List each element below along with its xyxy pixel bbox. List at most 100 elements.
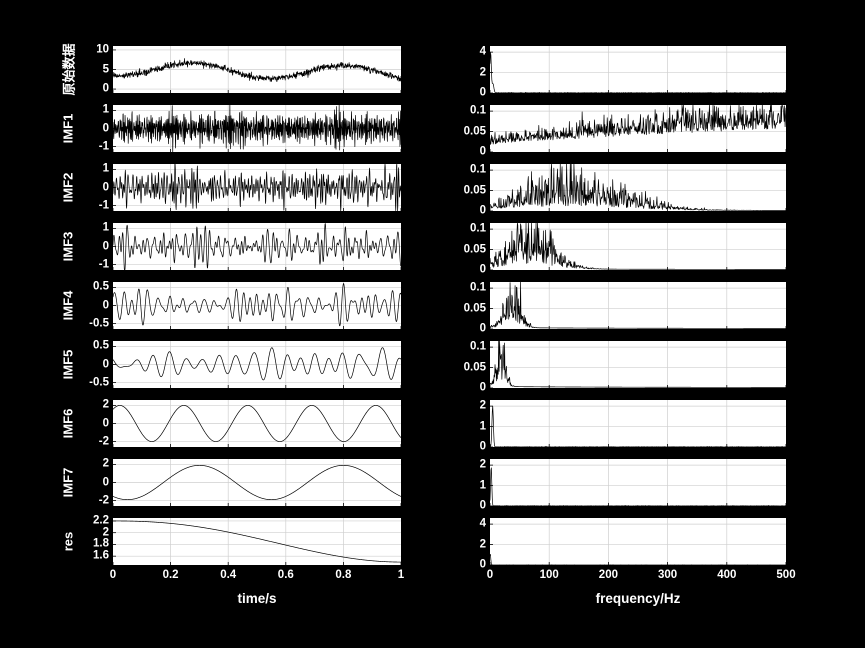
spectrum-plot-canvas (490, 459, 786, 506)
time-trace (113, 405, 401, 442)
time-y-tick-label: 0 (102, 298, 109, 311)
spectrum-y-tick-label: 4 (479, 517, 486, 530)
spectrum-plot-canvas (490, 518, 786, 565)
time-plot-row-2 (113, 105, 401, 152)
spectrum-y-tick-label: 0.05 (463, 124, 486, 137)
frequency-x-tick-label: 100 (539, 569, 559, 581)
time-trace (113, 164, 401, 211)
spectrum-y-tick-label: 0 (479, 145, 486, 158)
time-y-tick-label: 2 (102, 457, 109, 470)
time-plot-row-4 (113, 223, 401, 270)
time-plot-row-1 (113, 46, 401, 93)
time-plot-canvas (113, 105, 401, 152)
spectrum-plot-canvas (490, 164, 786, 211)
time-plot-canvas (113, 459, 401, 506)
spectrum-plot-canvas (490, 223, 786, 270)
time-x-tick-label: 0 (109, 569, 117, 581)
time-plot-canvas (113, 400, 401, 447)
time-y-tick-label: 2 (102, 525, 109, 538)
spectrum-plot-row-2 (490, 105, 786, 152)
spectrum-y-tick-label: 0.1 (470, 104, 486, 117)
spectrum-plot-row-3 (490, 164, 786, 211)
spectrum-trace (490, 105, 786, 145)
time-y-tick-label: 5 (102, 62, 109, 75)
time-y-tick-label: 0 (102, 239, 109, 252)
spectrum-y-tick-label: 2 (479, 537, 486, 550)
time-trace (113, 464, 401, 501)
time-x-tick-label: 1 (397, 569, 405, 581)
spectrum-y-tick-label: 0 (479, 86, 486, 99)
spectrum-trace (490, 164, 786, 211)
time-y-tick-label: 1.8 (93, 537, 109, 550)
time-plot-canvas (113, 164, 401, 211)
spectrum-plot-row-8 (490, 459, 786, 506)
spectrum-plot-row-7 (490, 400, 786, 447)
spectrum-plot-canvas (490, 46, 786, 93)
spectrum-y-tick-label: 0.05 (463, 242, 486, 255)
time-plot-canvas (113, 518, 401, 565)
frequency-x-tick-label: 300 (658, 569, 678, 581)
spectrum-y-tick-label: 0.1 (470, 340, 486, 353)
spectrum-plot-row-4 (490, 223, 786, 270)
spectrum-y-tick-label: 0.1 (470, 163, 486, 176)
spectrum-y-tick-label: 0 (479, 204, 486, 217)
time-plot-canvas (113, 282, 401, 329)
time-x-tick-label: 0.6 (277, 569, 294, 581)
time-x-tick-label: 0.4 (220, 569, 237, 581)
frequency-x-tick-label: 500 (776, 569, 796, 581)
spectrum-y-tick-label: 0.05 (463, 360, 486, 373)
time-y-tick-label: 2 (102, 398, 109, 411)
time-plot-row-6 (113, 341, 401, 388)
time-axis-label: time/s (237, 591, 277, 606)
spectrum-plot-canvas (490, 341, 786, 388)
frequency-x-tick-label: 400 (717, 569, 737, 581)
spectrum-y-tick-label: 0.1 (470, 222, 486, 235)
spectrum-y-tick-label: 0 (479, 558, 486, 571)
time-trace (113, 223, 401, 270)
spectrum-y-tick-label: 0 (479, 263, 486, 276)
spectrum-plot-canvas (490, 400, 786, 447)
spectrum-trace (490, 223, 786, 270)
spectrum-trace (490, 467, 786, 506)
time-y-tick-label: -1 (98, 257, 109, 270)
time-y-tick-label: -2 (98, 434, 109, 447)
time-y-tick-label: 0 (102, 82, 109, 95)
time-trace (113, 347, 401, 381)
time-y-tick-label: 0 (102, 475, 109, 488)
frequency-x-tick-label: 200 (598, 569, 618, 581)
spectrum-y-tick-label: 0 (479, 499, 486, 512)
spectrum-y-tick-label: 0 (479, 322, 486, 335)
time-plot-row-8 (113, 459, 401, 506)
time-plot-row-7 (113, 400, 401, 447)
time-plot-row-3 (113, 164, 401, 211)
time-y-tick-label: -0.5 (89, 316, 109, 329)
spectrum-plot-canvas (490, 282, 786, 329)
time-y-tick-label: 0 (102, 180, 109, 193)
time-y-tick-label: 0 (102, 416, 109, 429)
spectrum-trace (490, 405, 786, 447)
time-trace (113, 283, 401, 327)
frequency-x-tick-label: 0 (486, 569, 494, 581)
time-y-tick-label: -1 (98, 198, 109, 211)
time-y-tick-label: 0 (102, 121, 109, 134)
spectrum-y-tick-label: 1 (479, 478, 486, 491)
time-y-tick-label: 1 (102, 221, 109, 234)
time-plot-row-9 (113, 518, 401, 565)
time-plot-row-5 (113, 282, 401, 329)
time-trace (113, 105, 401, 152)
spectrum-plot-row-9 (490, 518, 786, 565)
spectrum-y-tick-label: 1 (479, 419, 486, 432)
time-y-tick-label: -0.5 (89, 375, 109, 388)
spectrum-trace (490, 553, 786, 565)
spectrum-y-tick-label: 0.05 (463, 183, 486, 196)
spectrum-y-tick-label: 4 (479, 45, 486, 58)
time-y-tick-label: 0.5 (93, 280, 109, 293)
spectrum-y-tick-label: 2 (479, 399, 486, 412)
time-plot-canvas (113, 341, 401, 388)
spectrum-plot-row-6 (490, 341, 786, 388)
spectrum-y-tick-label: 0.05 (463, 301, 486, 314)
spectrum-y-tick-label: 0.1 (470, 281, 486, 294)
spectrum-plot-row-1 (490, 46, 786, 93)
time-plot-canvas (113, 223, 401, 270)
spectrum-trace (490, 282, 786, 329)
